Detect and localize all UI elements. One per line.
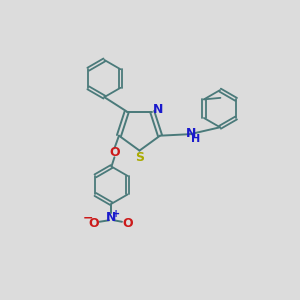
Text: O: O	[123, 217, 133, 230]
Text: N: N	[106, 211, 117, 224]
Text: H: H	[191, 134, 200, 144]
Text: N: N	[185, 127, 196, 140]
Text: N: N	[152, 103, 163, 116]
Text: S: S	[136, 151, 145, 164]
Text: +: +	[112, 209, 121, 219]
Text: O: O	[88, 217, 99, 230]
Text: O: O	[109, 146, 120, 159]
Text: −: −	[83, 212, 94, 224]
